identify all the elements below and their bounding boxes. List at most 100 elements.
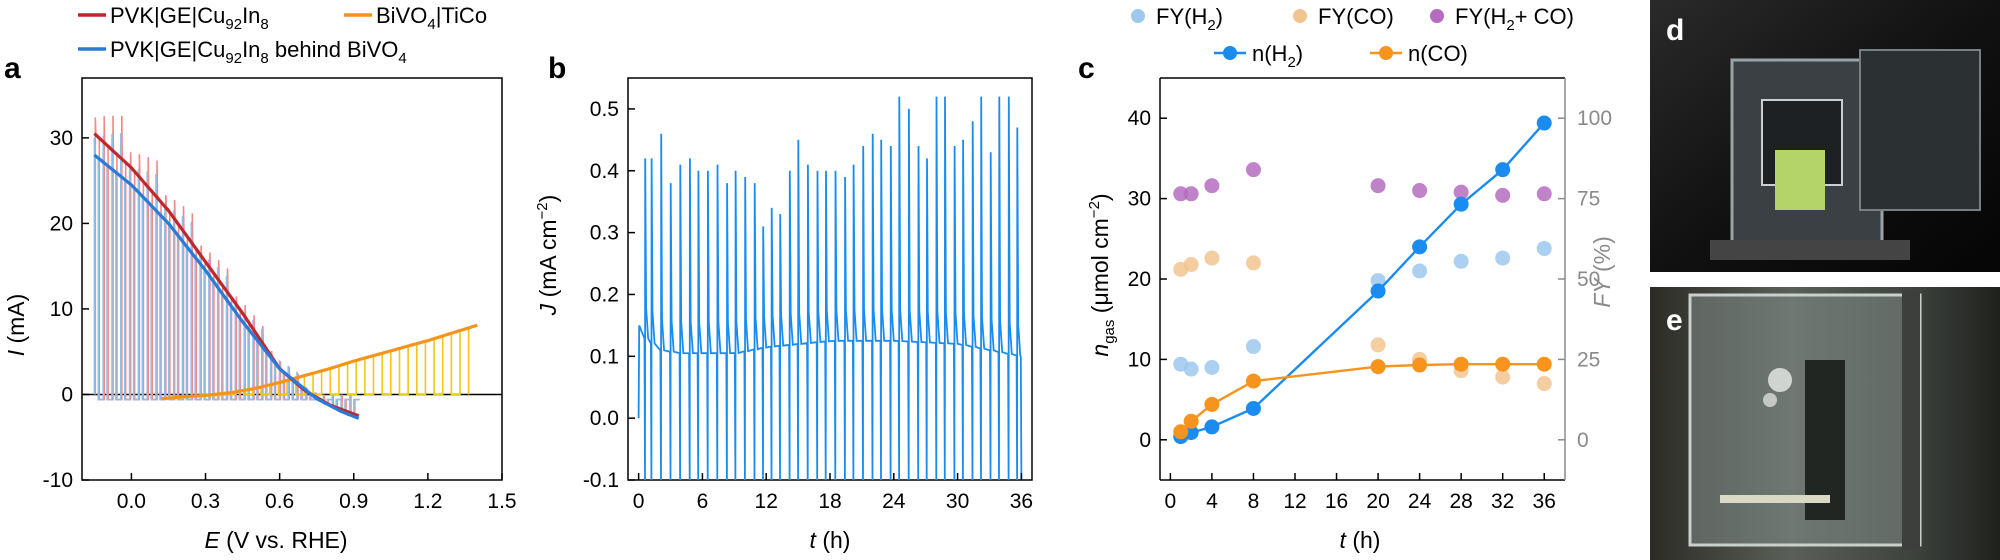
data-point-fy-h2 — [1183, 361, 1199, 377]
data-point-fy-h2 — [1412, 263, 1428, 279]
c-left-ytick-label: 10 — [1128, 348, 1151, 371]
a-xtick-label: 0.3 — [191, 490, 220, 513]
b-ytick-label: 0.1 — [590, 345, 619, 368]
x-axis-label-a: E (V vs. RHE) — [204, 527, 347, 553]
data-point-n-h2 — [1245, 400, 1261, 416]
data-point-fy-sum — [1204, 178, 1220, 194]
b-ytick-label: 0.5 — [590, 98, 619, 121]
panel-a: a PVK|GE|Cu92In8 BiVO4|TiCo PVK|GE|Cu92I… — [3, 3, 517, 553]
data-point-fy-sum — [1245, 162, 1261, 178]
c-xtick-label: 36 — [1533, 490, 1556, 513]
photo-e-tube — [1720, 495, 1830, 503]
a-ytick-label: -10 — [43, 469, 73, 492]
photo-d-base — [1710, 240, 1910, 260]
b-xtick-label: 6 — [697, 490, 709, 513]
data-point-n-h2 — [1204, 419, 1220, 435]
data-point-fy-sum — [1495, 187, 1511, 203]
x-axis-label-c: t (h) — [1340, 527, 1381, 553]
c-xtick-label: 28 — [1449, 490, 1472, 513]
data-point-n-co — [1173, 424, 1189, 440]
c-right-ytick-label: 0 — [1577, 429, 1589, 452]
b-xtick-label: 18 — [818, 490, 841, 513]
data-point-fy-co — [1370, 337, 1386, 353]
data-point-n-co — [1204, 396, 1220, 412]
x-axis-label-b: t (h) — [810, 527, 851, 553]
data-point-n-co — [1536, 356, 1552, 372]
photo-d: d — [1650, 0, 2000, 272]
b-ytick-label: -0.1 — [583, 469, 619, 492]
data-point-fy-sum — [1183, 186, 1199, 202]
data-point-fy-sum — [1453, 184, 1469, 200]
photo-d-rear-frame — [1859, 49, 1981, 211]
b-ytick-label: 0.4 — [590, 160, 620, 183]
data-point-n-h2 — [1453, 196, 1469, 212]
c-xtick-label: 12 — [1283, 490, 1306, 513]
y-axis-label-c-left: ngas (μmol cm−2) — [1086, 193, 1118, 356]
data-point-n-co — [1370, 359, 1386, 375]
data-point-n-co — [1412, 357, 1428, 373]
data-point-n-co — [1183, 413, 1199, 429]
legend-label-n-co: n(CO) — [1408, 41, 1468, 66]
data-point-fy-h2 — [1453, 253, 1469, 269]
y-axis-label-b: J (mA cm−2) — [534, 195, 561, 317]
legend-item-pvk: PVK|GE|Cu92In8 — [78, 3, 269, 33]
data-point-n-h2 — [1495, 162, 1511, 178]
photo-e: e — [1650, 287, 2000, 560]
c-xtick-label: 4 — [1206, 490, 1218, 513]
data-point-n-h2 — [1536, 115, 1552, 131]
legend-marker-n-h2 — [1223, 46, 1237, 60]
frame-a-frame — [81, 77, 503, 481]
c-xtick-label: 20 — [1366, 490, 1389, 513]
chopped-trace-pvk — [94, 115, 360, 416]
a-ytick-label: 20 — [50, 212, 73, 235]
series-line-n-co — [1179, 363, 1545, 433]
b-xtick-label: 0 — [633, 490, 645, 513]
a-xtick-label: 1.2 — [413, 490, 442, 513]
c-xtick-label: 8 — [1248, 490, 1260, 513]
c-xtick-label: 16 — [1325, 490, 1348, 513]
panel-label-b: b — [548, 52, 566, 85]
series-line-behind — [93, 153, 360, 420]
a-ytick-label: 30 — [50, 127, 73, 150]
photo-e-bubble-cluster — [1768, 368, 1792, 392]
c-xtick-label: 24 — [1408, 490, 1432, 513]
a-xtick-label: 0.6 — [265, 490, 294, 513]
legend-marker-n-co — [1379, 46, 1393, 60]
a-xtick-label: 0.9 — [339, 490, 368, 513]
data-point-fy-sum — [1370, 178, 1386, 194]
photo-e-clamp — [1902, 290, 1920, 550]
series-line-n-h2 — [1180, 122, 1546, 438]
data-point-fy-sum — [1536, 186, 1552, 202]
a-ytick-label: 10 — [50, 298, 73, 321]
photo-e-electrode — [1805, 360, 1845, 520]
data-point-n-co — [1495, 356, 1511, 372]
series-line-bivo4 — [160, 323, 478, 401]
b-xtick-label: 12 — [755, 490, 778, 513]
b-ytick-label: 0.3 — [590, 222, 619, 245]
c-right-ytick-label: 50 — [1577, 268, 1600, 291]
y-axis-label-a: I (mA) — [3, 294, 29, 357]
series-line-j — [637, 96, 1023, 481]
data-point-fy-sum — [1412, 183, 1428, 199]
legend-label-bivo4: BiVO4|TiCo — [376, 3, 487, 33]
c-left-ytick-label: 30 — [1128, 188, 1151, 211]
legend-label-fy-sum: FY(H2+ CO) — [1455, 4, 1574, 34]
c-right-ytick-label: 25 — [1577, 348, 1600, 371]
data-point-fy-co — [1536, 376, 1552, 392]
panel-b: b 0 6 12 18 24 30 36 -0.1 0.0 0.1 0.2 0.3 0.4 0.5 J (… — [534, 52, 1033, 553]
photo-e-bubble-cluster-2 — [1763, 393, 1777, 407]
chopped-trace-bivo4 — [161, 326, 470, 400]
c-left-ytick-label: 20 — [1128, 268, 1151, 291]
data-point-n-h2 — [1370, 283, 1386, 299]
legend-marker-fy-h2 — [1131, 9, 1145, 23]
data-point-fy-co — [1245, 255, 1261, 271]
data-point-fy-h2 — [1495, 250, 1511, 266]
legend-item-n-co: n(CO) — [1370, 41, 1468, 66]
panel-label-c: c — [1078, 52, 1095, 85]
plot-area-a: 0.0 0.3 0.6 0.9 1.2 1.5 -10 0 10 20 30 — [43, 77, 517, 513]
legend-a: PVK|GE|Cu92In8 BiVO4|TiCo PVK|GE|Cu92In8… — [78, 3, 487, 67]
data-point-n-co — [1453, 356, 1469, 372]
legend-item-fy-sum: FY(H2+ CO) — [1430, 4, 1574, 34]
legend-item-behind: PVK|GE|Cu92In8 behind BiVO4 — [78, 37, 407, 67]
